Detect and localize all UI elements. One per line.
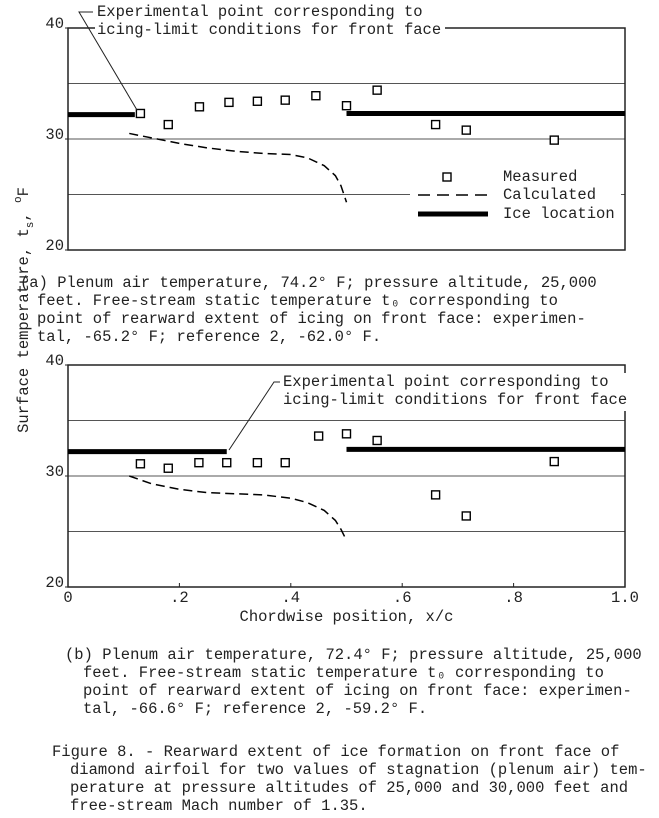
y-tick-label: 20 bbox=[45, 574, 64, 592]
annotation-background bbox=[95, 3, 445, 41]
measured-point bbox=[222, 457, 232, 468]
measured-point bbox=[252, 457, 263, 468]
y-label-text: , bbox=[15, 203, 33, 222]
caption-line: feet. Free-stream static temperature t₀ … bbox=[83, 664, 604, 682]
x-tick-label: .6 bbox=[393, 589, 412, 607]
measured-point bbox=[135, 459, 146, 469]
x-tick-label: .8 bbox=[504, 589, 523, 607]
measured-point bbox=[461, 511, 471, 521]
legend-symbol bbox=[442, 172, 452, 182]
caption-line: (b) Plenum air temperature, 72.4° F; pre… bbox=[65, 646, 642, 664]
measured-point bbox=[341, 429, 352, 439]
measured-point bbox=[163, 463, 173, 473]
x-tick-label: 1.0 bbox=[611, 589, 639, 607]
annotation-leader bbox=[228, 381, 280, 451]
measured-point bbox=[372, 435, 382, 446]
y-axis-label: Surface temperature, ts, oF bbox=[13, 187, 37, 433]
caption-line: point of rearward extent of icing on fro… bbox=[83, 682, 632, 700]
measured-point bbox=[341, 100, 352, 111]
y-tick-label: 30 bbox=[45, 126, 64, 144]
caption-line: point of rearward extent of icing on fro… bbox=[37, 310, 586, 328]
annotation: icing-limit conditions for front face bbox=[283, 391, 627, 409]
figure-caption-line: diamond airfoil for two values of stagna… bbox=[70, 761, 647, 779]
legend-label: Ice location bbox=[503, 205, 615, 223]
measured-point bbox=[430, 119, 441, 130]
x-tick-label: .2 bbox=[170, 589, 189, 607]
measured-point bbox=[549, 135, 559, 145]
measured-point bbox=[313, 431, 324, 441]
y-tick-label: 30 bbox=[45, 463, 64, 481]
figure-caption-line: perature at pressure altitudes of 25,000… bbox=[70, 779, 628, 797]
y-label-sup: o bbox=[13, 196, 25, 203]
annotation: icing-limit conditions for front face bbox=[97, 21, 441, 39]
measured-point bbox=[252, 96, 263, 106]
caption-line: tal, -65.2° F; reference 2, -62.0° F. bbox=[37, 328, 381, 346]
y-tick-label: 20 bbox=[45, 237, 64, 255]
caption-line: tal, -66.6° F; reference 2, -59.2° F. bbox=[83, 700, 427, 718]
measured-point bbox=[430, 490, 441, 500]
measured-point bbox=[194, 102, 205, 112]
measured-point bbox=[135, 108, 146, 119]
measured-point bbox=[163, 119, 173, 130]
annotation: Experimental point corresponding to bbox=[97, 3, 423, 21]
measured-point bbox=[461, 125, 471, 135]
y-tick-label: 40 bbox=[45, 15, 64, 33]
calculated-line bbox=[129, 475, 348, 541]
measured-point bbox=[280, 95, 290, 105]
caption-line: feet. Free-stream static temperature t₀ … bbox=[37, 292, 558, 310]
x-tick-label: .4 bbox=[281, 589, 300, 607]
figure-caption-line: Figure 8. - Rearward extent of ice forma… bbox=[52, 743, 619, 761]
y-tick-label: 40 bbox=[45, 352, 64, 370]
measured-point bbox=[549, 456, 559, 467]
caption-line: (a) Plenum air temperature, 74.2° F; pre… bbox=[20, 274, 597, 292]
legend-label: Calculated bbox=[503, 186, 596, 204]
annotation-background bbox=[281, 373, 631, 411]
x-axis-label: Chordwise position, x/c bbox=[240, 608, 454, 626]
annotation: Experimental point corresponding to bbox=[283, 373, 609, 391]
annotation-leader bbox=[78, 11, 138, 111]
y-label-text: F bbox=[15, 187, 33, 196]
calculated-line bbox=[129, 132, 348, 203]
measured-point bbox=[372, 85, 382, 95]
y-label-sub: s bbox=[25, 222, 37, 229]
y-label-text: Surface temperature, t bbox=[15, 228, 33, 433]
legend-label: Measured bbox=[503, 168, 577, 186]
measured-point bbox=[224, 97, 234, 108]
measured-point bbox=[194, 457, 204, 468]
x-tick-label: 0 bbox=[63, 589, 72, 607]
measured-point bbox=[280, 457, 290, 468]
measured-point bbox=[311, 91, 321, 101]
figure-caption-line: free-stream Mach number of 1.35. bbox=[70, 797, 368, 815]
